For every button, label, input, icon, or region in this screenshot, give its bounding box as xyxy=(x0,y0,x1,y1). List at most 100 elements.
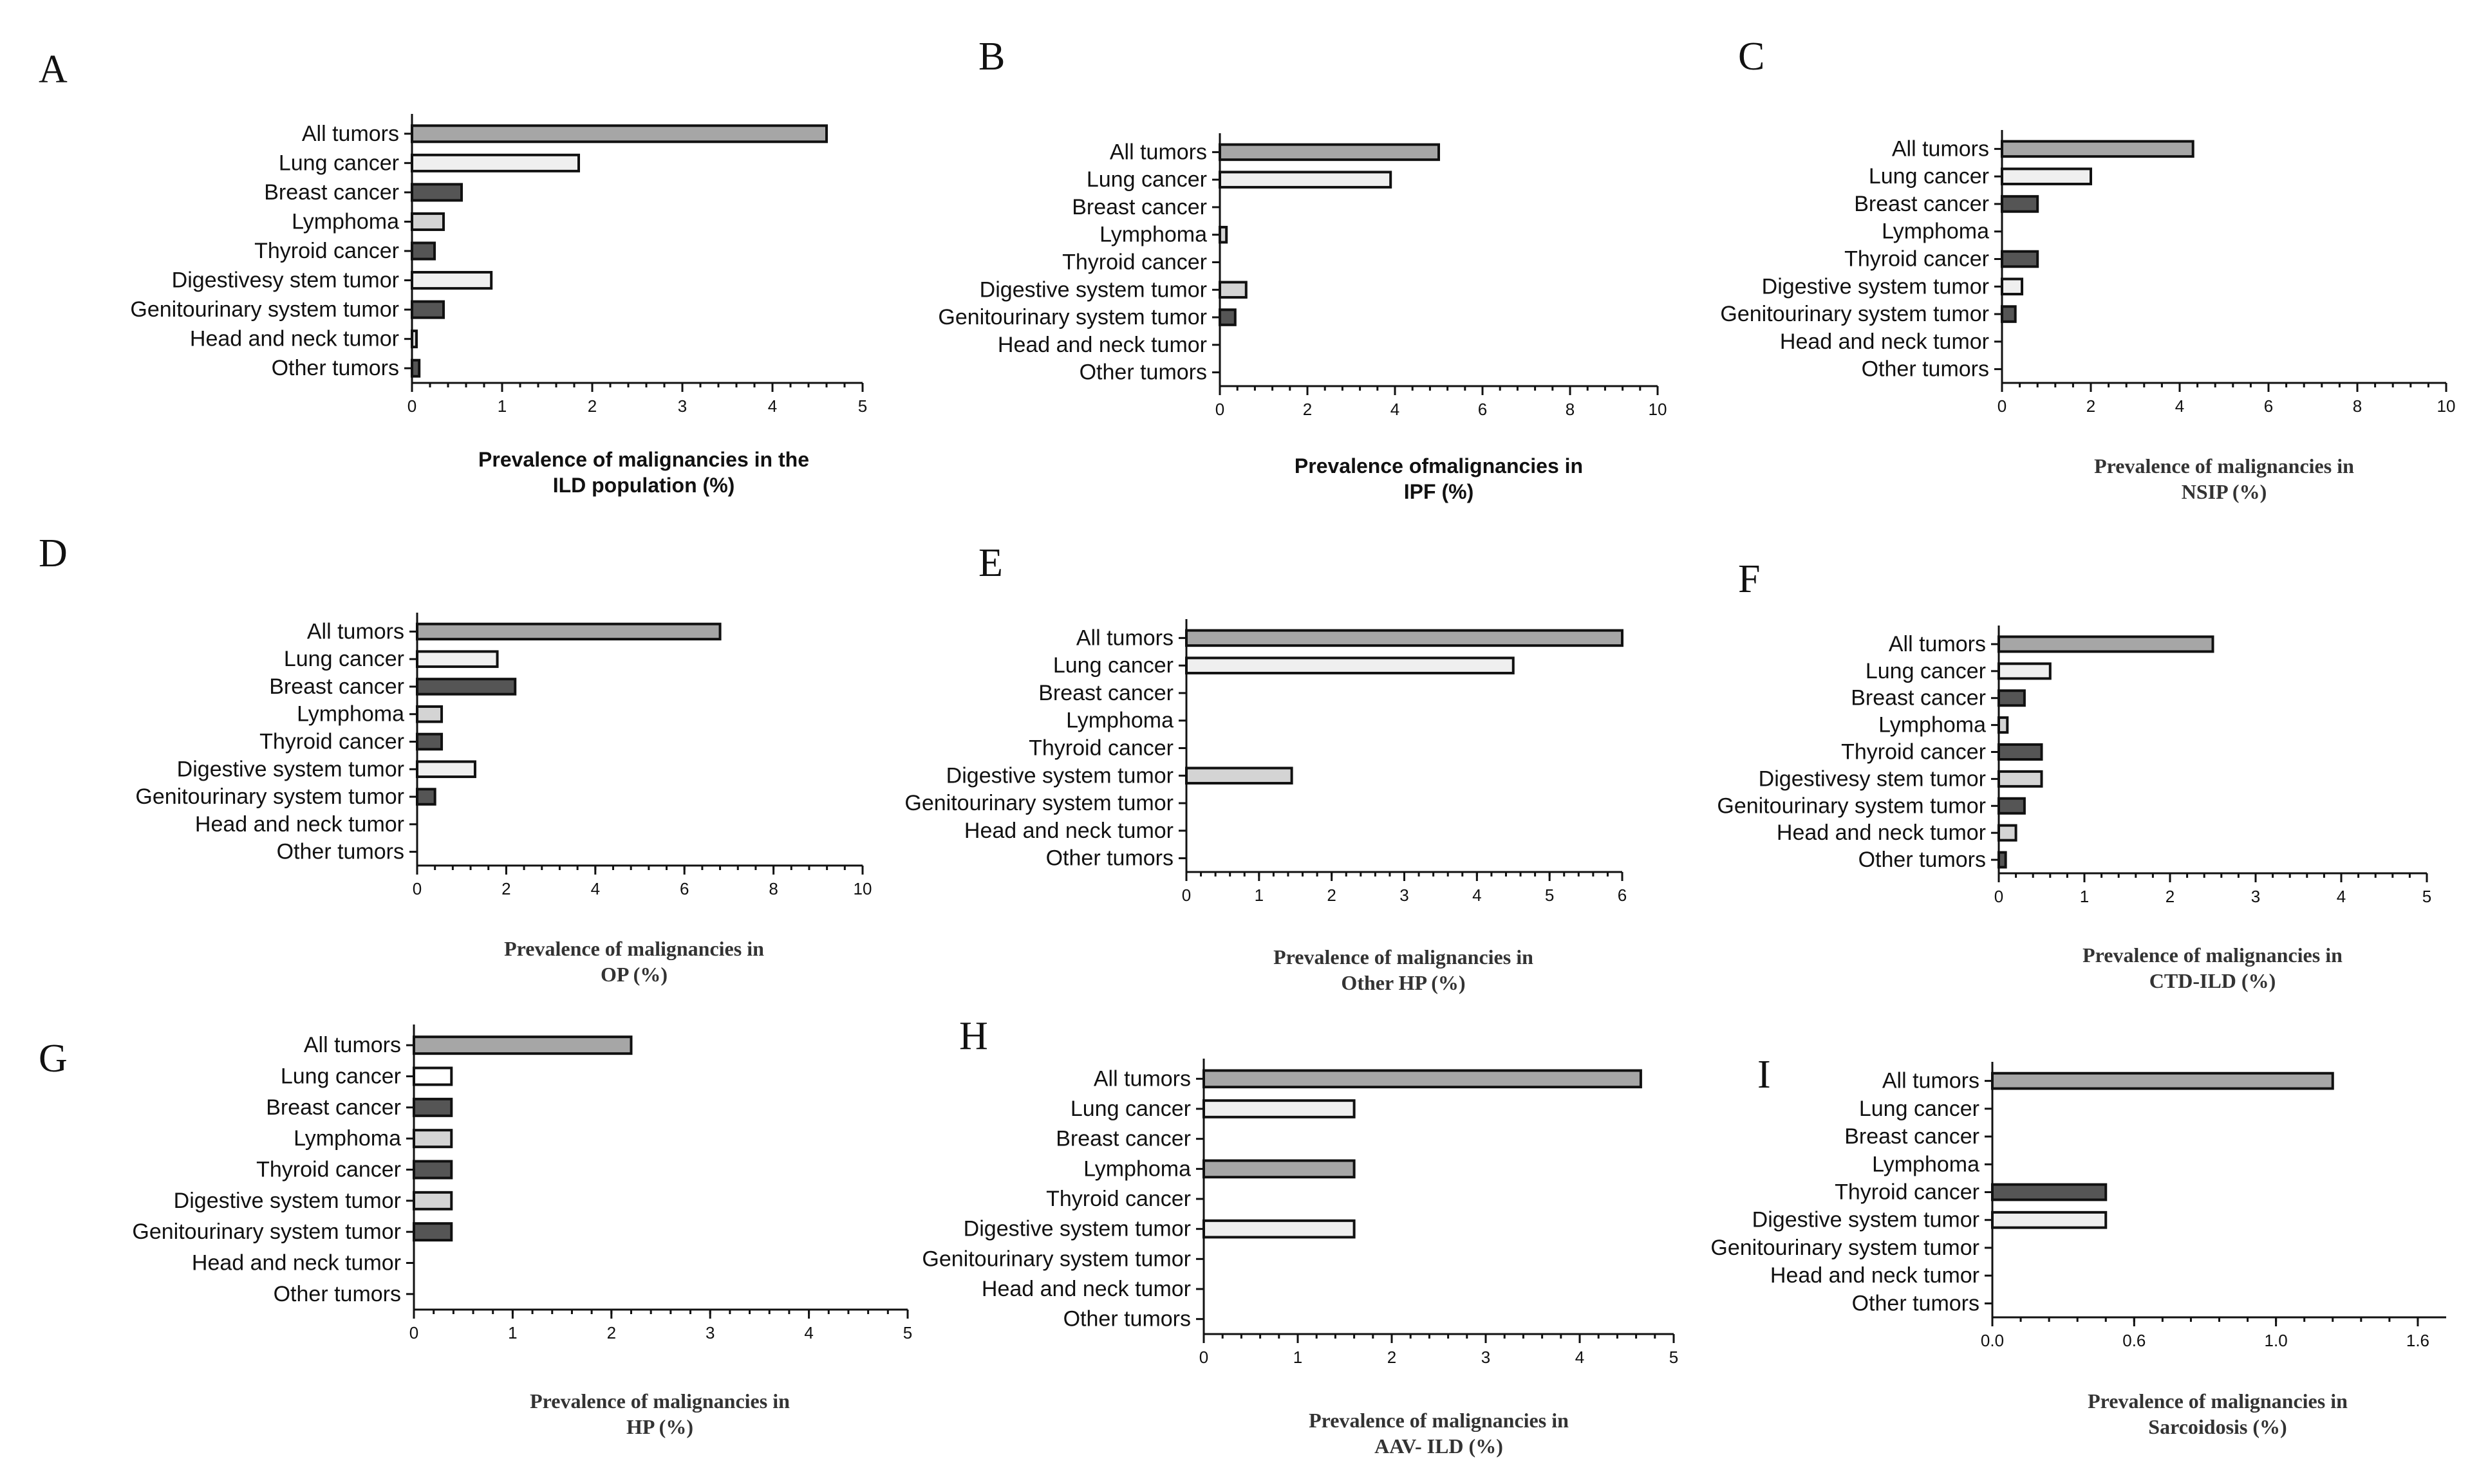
category-label: Breast cancer xyxy=(266,1095,401,1120)
x-tick-label: 4 xyxy=(768,396,777,416)
bar-thyroid-cancer xyxy=(411,241,436,261)
category-label: Head and neck tumor xyxy=(192,1251,401,1275)
category-label: Breast cancer xyxy=(1851,686,1986,710)
bar-lymphoma xyxy=(1219,225,1228,244)
x-tick-label: 0.0 xyxy=(1981,1331,2004,1350)
bar-breast-cancer xyxy=(411,183,463,202)
x-tick-label: 0 xyxy=(1215,400,1224,419)
category-label: Other tumors xyxy=(1080,360,1207,385)
category-label: Lymphoma xyxy=(1066,709,1174,733)
panel-letter: F xyxy=(1738,557,1760,601)
category-label: Thyroid cancer xyxy=(256,1158,401,1182)
x-axis-label: CTD-ILD (%) xyxy=(2149,969,2276,992)
x-axis-label: Prevalence of malignancies in xyxy=(1309,1409,1569,1432)
category-label: Other tumors xyxy=(1858,848,1986,872)
x-tick-label: 2 xyxy=(1303,400,1312,419)
x-tick-label: 4 xyxy=(1472,886,1481,905)
bar-genitourinary-system-tumor xyxy=(411,300,445,319)
x-tick-label: 4 xyxy=(1390,400,1399,419)
x-tick-label: 2 xyxy=(501,879,510,898)
chart-panel-d: D All tumors Lung cancer Breast cancer Lymph… xyxy=(39,532,872,986)
x-tick-label: 0 xyxy=(413,879,422,898)
x-axis-label: Prevalence of malignancies in xyxy=(2094,454,2354,478)
bar-all-tumors xyxy=(1219,143,1440,162)
x-tick-label: 4 xyxy=(591,879,600,898)
category-label: Digestive system tumor xyxy=(946,763,1174,788)
category-label: Thyroid cancer xyxy=(1841,740,1986,765)
chart-panel-e: E All tumors Lung cancer Breast cancer Lymph… xyxy=(904,541,1627,994)
x-tick-label: 6 xyxy=(1618,886,1627,905)
bar-lymphoma xyxy=(411,212,445,231)
x-axis-label: Other HP (%) xyxy=(1341,971,1465,994)
bar-genitourinary-system-tumor xyxy=(2001,305,2017,323)
x-tick-label: 1 xyxy=(498,396,507,416)
category-label: Genitourinary system tumor xyxy=(130,297,399,322)
x-tick-label: 0 xyxy=(407,396,416,416)
category-label: Digestivesy stem tumor xyxy=(172,268,399,293)
category-label: Lymphoma xyxy=(1882,219,1989,244)
category-label: Digestive system tumor xyxy=(174,1189,401,1213)
bar-digestive-system-tumor xyxy=(416,760,476,779)
x-tick-label: 4 xyxy=(2175,396,2184,416)
chart-panel-a: A All tumors Lung cancer Breast cancer Lymph… xyxy=(39,48,867,497)
category-label: Digestive system tumor xyxy=(1762,274,1989,299)
panel-letter: I xyxy=(1757,1053,1771,1097)
category-label: Head and neck tumor xyxy=(1777,821,1986,845)
x-tick-label: 0 xyxy=(1182,886,1191,905)
category-label: Head and neck tumor xyxy=(190,327,399,351)
bar-lung-cancer xyxy=(413,1066,453,1086)
x-tick-label: 0.6 xyxy=(2122,1331,2146,1350)
bar-thyroid-cancer xyxy=(413,1160,453,1180)
category-label: Lung cancer xyxy=(284,647,404,671)
bar-digestive-system-tumor xyxy=(2001,277,2024,296)
bar-genitourinary-system-tumor xyxy=(1219,308,1237,326)
bar-thyroid-cancer xyxy=(2001,250,2039,268)
category-label: Breast cancer xyxy=(1072,195,1207,219)
x-tick-label: 2 xyxy=(2086,396,2095,416)
category-label: Breast cancer xyxy=(269,674,404,699)
bar-lymphoma xyxy=(416,705,444,723)
x-tick-label: 10 xyxy=(1649,400,1667,419)
category-label: All tumors xyxy=(1882,1069,1979,1093)
bar-genitourinary-system-tumor xyxy=(413,1222,453,1242)
category-label: Digestive system tumor xyxy=(980,277,1207,302)
bar-all-tumors xyxy=(411,124,828,144)
bar-digestivesy-stem-tumor xyxy=(1997,770,2043,788)
x-tick-label: 1.6 xyxy=(2406,1331,2429,1350)
category-label: Other tumors xyxy=(1862,357,1989,382)
x-axis-label: Prevalence of malignancies in the xyxy=(478,448,809,471)
bar-genitourinary-system-tumor xyxy=(416,788,436,806)
x-tick-label: 6 xyxy=(1478,400,1487,419)
category-label: Breast cancer xyxy=(264,180,399,205)
x-tick-label: 2 xyxy=(588,396,597,416)
category-label: Head and neck tumor xyxy=(998,333,1207,357)
category-label: Lung cancer xyxy=(1859,1097,1979,1121)
category-label: Digestive system tumor xyxy=(1752,1208,1979,1232)
bar-all-tumors xyxy=(1202,1069,1642,1089)
bar-lung-cancer xyxy=(411,153,580,172)
x-tick-label: 6 xyxy=(680,879,689,898)
bar-lung-cancer xyxy=(416,650,499,668)
x-tick-label: 4 xyxy=(1575,1348,1584,1367)
x-axis-label: AAV- ILD (%) xyxy=(1374,1434,1503,1458)
bar-thyroid-cancer xyxy=(416,732,444,751)
category-label: Breast cancer xyxy=(1844,1124,1979,1149)
category-label: Other tumors xyxy=(1063,1307,1191,1331)
x-tick-label: 0 xyxy=(409,1323,418,1342)
category-label: Thyroid cancer xyxy=(259,730,404,754)
x-axis-label: Prevalence ofmalignancies in xyxy=(1295,454,1583,478)
x-axis-label: OP (%) xyxy=(601,963,668,986)
bar-digestive-system-tumor xyxy=(1991,1210,2108,1229)
x-tick-label: 10 xyxy=(2437,396,2456,416)
category-label: Head and neck tumor xyxy=(964,819,1174,843)
category-label: Digestivesy stem tumor xyxy=(1759,766,1986,791)
bar-all-tumors xyxy=(1185,629,1623,647)
x-tick-label: 10 xyxy=(854,879,872,898)
x-tick-label: 8 xyxy=(769,879,778,898)
category-label: Breast cancer xyxy=(1056,1127,1191,1151)
category-label: Head and neck tumor xyxy=(195,812,404,837)
x-axis-label: Prevalence of malignancies in xyxy=(2082,943,2343,967)
bar-head-and-neck-tumor xyxy=(1997,824,2017,842)
category-label: Digestive system tumor xyxy=(177,757,404,781)
